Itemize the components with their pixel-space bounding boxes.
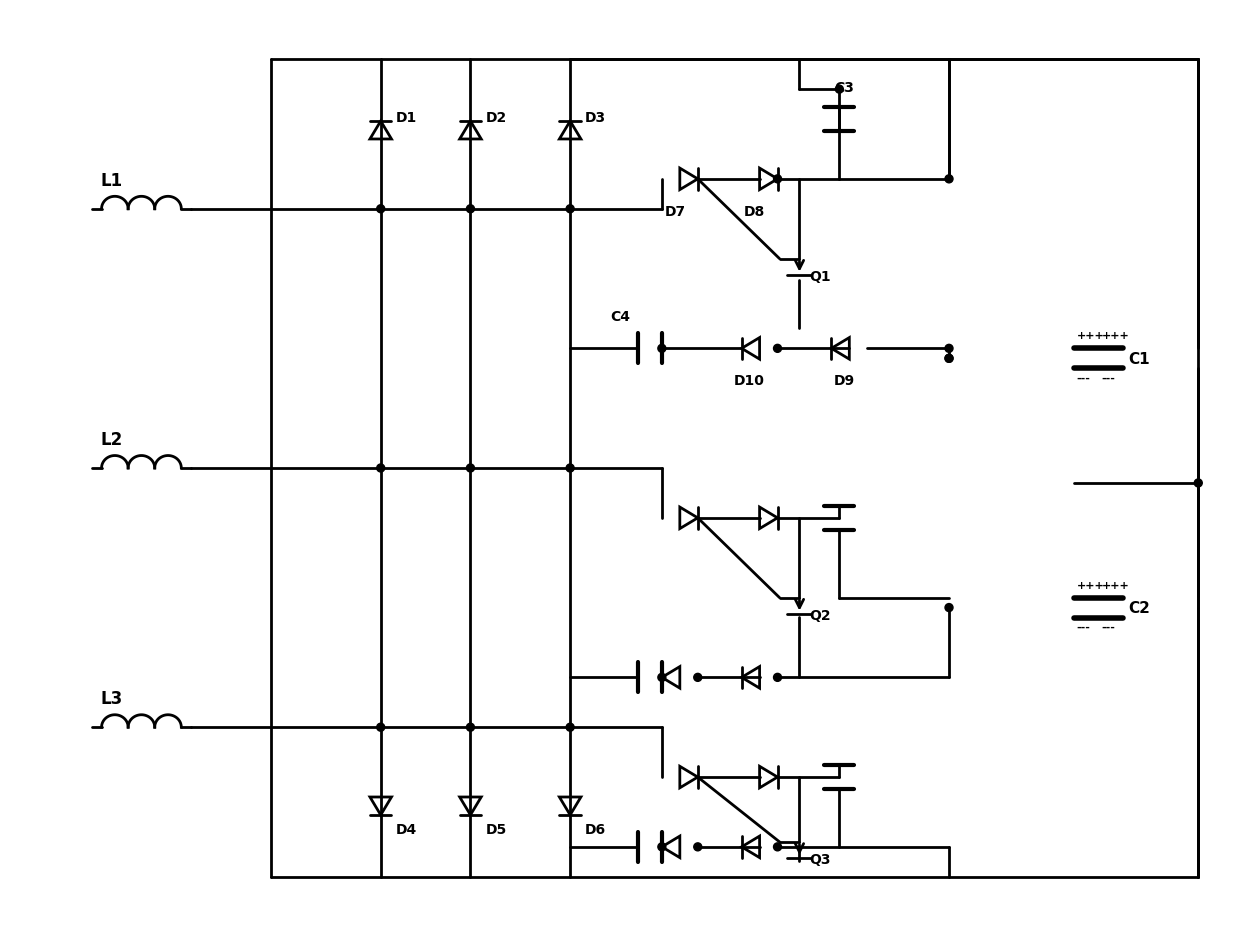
Polygon shape [370, 122, 392, 140]
Circle shape [774, 674, 781, 681]
Circle shape [377, 206, 384, 213]
Polygon shape [662, 836, 680, 857]
Circle shape [567, 206, 574, 213]
Text: +++: +++ [1101, 331, 1130, 341]
Text: D7: D7 [665, 204, 686, 218]
Polygon shape [662, 667, 680, 689]
Text: +++: +++ [1101, 580, 1130, 590]
Text: ---: --- [1076, 373, 1090, 383]
Circle shape [1194, 480, 1203, 487]
Text: ---: --- [1101, 373, 1116, 383]
Text: D6: D6 [585, 822, 606, 836]
Polygon shape [831, 338, 849, 360]
Circle shape [377, 465, 384, 472]
Circle shape [774, 345, 781, 353]
Circle shape [945, 354, 954, 363]
Polygon shape [559, 797, 580, 815]
Text: L1: L1 [100, 172, 123, 189]
Text: ---: --- [1076, 622, 1090, 632]
Circle shape [658, 843, 666, 851]
Circle shape [377, 724, 384, 731]
Polygon shape [760, 508, 777, 529]
Text: D5: D5 [485, 822, 507, 836]
Polygon shape [680, 169, 698, 190]
Polygon shape [460, 122, 481, 140]
Circle shape [693, 843, 702, 851]
Text: D2: D2 [485, 111, 507, 125]
Polygon shape [760, 767, 777, 788]
Circle shape [466, 206, 475, 213]
Polygon shape [742, 667, 760, 689]
Text: L3: L3 [100, 690, 123, 707]
Circle shape [945, 604, 954, 612]
Circle shape [567, 724, 574, 731]
Text: Q2: Q2 [810, 608, 831, 622]
Text: D3: D3 [585, 111, 606, 125]
Circle shape [945, 354, 954, 363]
Text: C3: C3 [835, 81, 854, 95]
Text: Q3: Q3 [810, 852, 831, 866]
Text: +++: +++ [1076, 331, 1105, 341]
Circle shape [945, 345, 954, 353]
Circle shape [774, 175, 781, 184]
Text: L2: L2 [100, 431, 123, 448]
Text: D8: D8 [744, 204, 765, 218]
Text: D10: D10 [734, 374, 765, 388]
Text: C1: C1 [1128, 352, 1151, 367]
Circle shape [658, 345, 666, 353]
Circle shape [567, 465, 574, 472]
Text: C4: C4 [610, 310, 630, 324]
Text: Q1: Q1 [810, 269, 831, 283]
Text: ---: --- [1101, 622, 1116, 632]
Polygon shape [559, 122, 580, 140]
Polygon shape [742, 338, 760, 360]
Circle shape [774, 843, 781, 851]
Circle shape [466, 724, 475, 731]
Circle shape [466, 465, 475, 472]
Polygon shape [370, 797, 392, 815]
Polygon shape [680, 508, 698, 529]
Circle shape [945, 175, 954, 184]
Polygon shape [742, 836, 760, 857]
Circle shape [693, 674, 702, 681]
Text: C2: C2 [1128, 600, 1151, 615]
Polygon shape [460, 797, 481, 815]
Circle shape [658, 674, 666, 681]
Polygon shape [760, 169, 777, 190]
Circle shape [836, 86, 843, 94]
Polygon shape [680, 767, 698, 788]
Text: D4: D4 [396, 822, 417, 836]
Text: D9: D9 [833, 374, 854, 388]
Text: +++: +++ [1076, 580, 1105, 590]
Text: D1: D1 [396, 111, 417, 125]
